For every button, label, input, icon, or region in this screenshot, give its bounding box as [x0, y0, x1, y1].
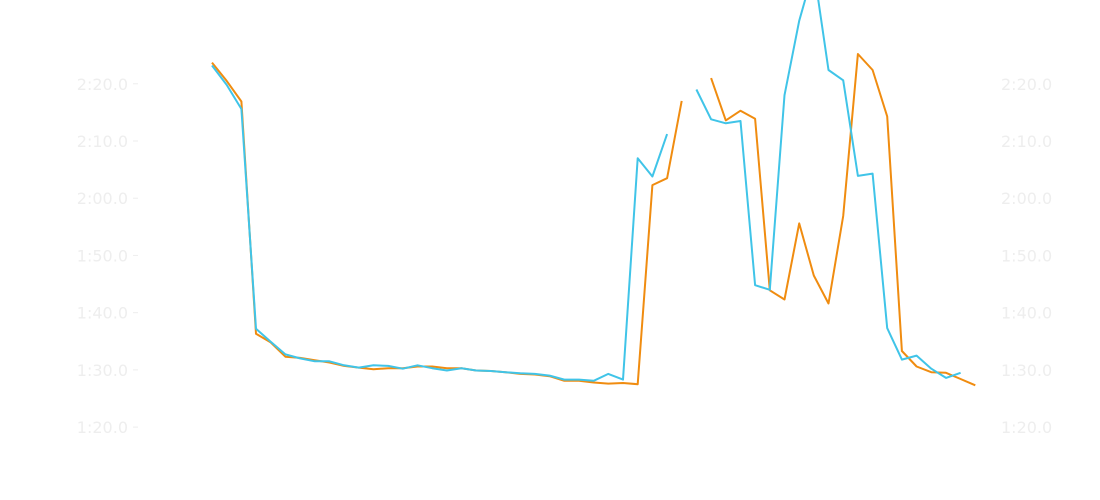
right-tick-label: 1:40.0	[1001, 304, 1052, 323]
left-tick-label: 2:00.0	[77, 189, 128, 208]
series-line-2	[211, 0, 961, 382]
right-y-axis: 1:20.0 1:30.0 1:40.0 1:50.0 2:00.0 2:10.0 2:20…	[1001, 75, 1052, 437]
right-tick-label: 1:30.0	[1001, 361, 1052, 380]
left-tick-label: 1:40.0	[77, 304, 128, 323]
left-tick-label: 1:30.0	[77, 361, 128, 380]
left-tick-label: 1:50.0	[77, 246, 128, 265]
series-line-1	[211, 53, 976, 387]
right-tick-label: 1:50.0	[1001, 246, 1052, 265]
right-tick-label: 2:20.0	[1001, 75, 1052, 94]
left-tick-label: 2:10.0	[77, 132, 128, 151]
right-tick-label: 1:20.0	[1001, 418, 1052, 437]
left-tick-label: 2:20.0	[77, 75, 128, 94]
left-y-axis: 1:20.0 1:30.0 1:40.0 1:50.0 2:00.0 2:10.0 2:20…	[77, 75, 138, 437]
right-tick-label: 2:00.0	[1001, 189, 1052, 208]
right-tick-label: 2:10.0	[1001, 132, 1052, 151]
left-tick-label: 1:20.0	[77, 418, 128, 437]
series-layer	[211, 0, 976, 387]
